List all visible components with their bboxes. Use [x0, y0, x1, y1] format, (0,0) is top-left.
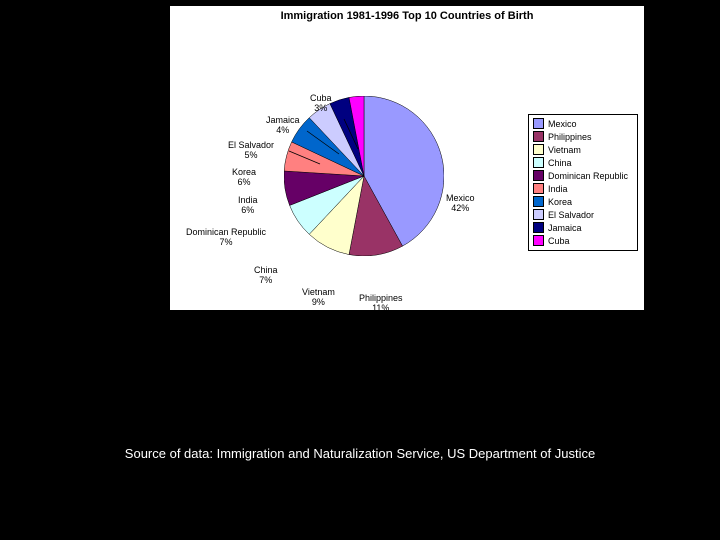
- legend-row-philippines: Philippines: [533, 130, 633, 143]
- chart-title: Immigration 1981-1996 Top 10 Countries o…: [170, 10, 644, 22]
- label-pct-mexico: 42%: [446, 204, 475, 214]
- legend-text-jamaica: Jamaica: [548, 223, 582, 233]
- legend-swatch-philippines: [533, 131, 544, 142]
- legend-row-india: India: [533, 182, 633, 195]
- label-pct-vietnam: 9%: [302, 298, 335, 308]
- label-dominican: Dominican Republic7%: [186, 228, 266, 248]
- label-pct-elsalvador: 5%: [228, 151, 274, 161]
- label-elsalvador: El Salvador5%: [228, 141, 274, 161]
- legend-row-china: China: [533, 156, 633, 169]
- label-pct-china: 7%: [254, 276, 278, 286]
- legend-swatch-india: [533, 183, 544, 194]
- label-pct-cuba: 3%: [310, 104, 332, 114]
- legend-text-mexico: Mexico: [548, 119, 577, 129]
- legend-row-jamaica: Jamaica: [533, 221, 633, 234]
- label-pct-india: 6%: [238, 206, 258, 216]
- chart-panel: Immigration 1981-1996 Top 10 Countries o…: [170, 6, 644, 310]
- label-pct-philippines: 11%: [359, 304, 403, 314]
- legend-swatch-china: [533, 157, 544, 168]
- pie-area: Mexico42%Philippines11%Vietnam9%China7%D…: [174, 56, 534, 306]
- legend-swatch-vietnam: [533, 144, 544, 155]
- label-china: China7%: [254, 266, 278, 286]
- legend-text-india: India: [548, 184, 568, 194]
- legend-text-china: China: [548, 158, 572, 168]
- source-label: Source of data: Immigration and Naturali…: [0, 446, 720, 461]
- legend-text-elsalvador: El Salvador: [548, 210, 594, 220]
- legend-text-dominican: Dominican Republic: [548, 171, 628, 181]
- label-philippines: Philippines11%: [359, 294, 403, 314]
- pie-chart: [284, 96, 444, 256]
- label-jamaica: Jamaica4%: [266, 116, 300, 136]
- legend-row-korea: Korea: [533, 195, 633, 208]
- legend-row-elsalvador: El Salvador: [533, 208, 633, 221]
- legend-swatch-dominican: [533, 170, 544, 181]
- label-pct-dominican: 7%: [186, 238, 266, 248]
- legend-row-cuba: Cuba: [533, 234, 633, 247]
- label-pct-jamaica: 4%: [266, 126, 300, 136]
- label-pct-korea: 6%: [232, 178, 256, 188]
- label-korea: Korea6%: [232, 168, 256, 188]
- legend-text-vietnam: Vietnam: [548, 145, 581, 155]
- legend-swatch-elsalvador: [533, 209, 544, 220]
- legend-text-philippines: Philippines: [548, 132, 592, 142]
- legend-row-mexico: Mexico: [533, 117, 633, 130]
- legend-swatch-jamaica: [533, 222, 544, 233]
- legend: Mexico Philippines Vietnam China Dominican R…: [528, 114, 638, 251]
- legend-swatch-korea: [533, 196, 544, 207]
- legend-text-korea: Korea: [548, 197, 572, 207]
- label-vietnam: Vietnam9%: [302, 288, 335, 308]
- label-india: India6%: [238, 196, 258, 216]
- label-mexico: Mexico42%: [446, 194, 475, 214]
- legend-row-dominican: Dominican Republic: [533, 169, 633, 182]
- legend-text-cuba: Cuba: [548, 236, 570, 246]
- label-cuba: Cuba3%: [310, 94, 332, 114]
- legend-swatch-cuba: [533, 235, 544, 246]
- legend-swatch-mexico: [533, 118, 544, 129]
- legend-row-vietnam: Vietnam: [533, 143, 633, 156]
